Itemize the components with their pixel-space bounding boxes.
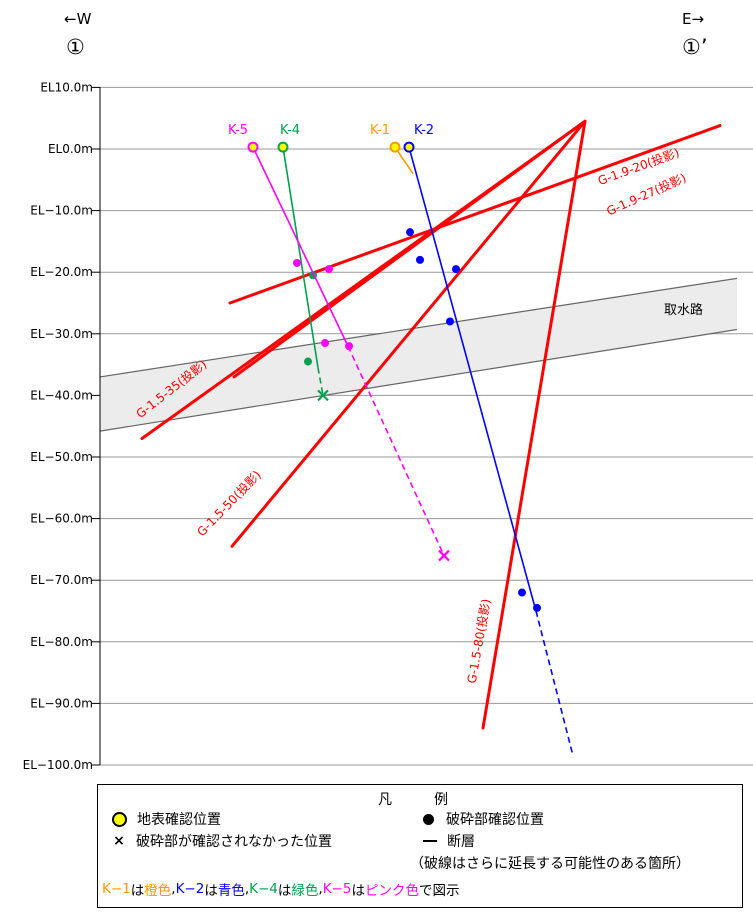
borehole-extension-dashed [347,345,445,556]
fracture-point [293,258,301,267]
caption-part: 青色 [217,883,245,899]
legend-fault-label: 断層 [447,834,475,850]
fault-line [140,119,587,441]
fracture-point [518,588,526,597]
elevation-tick-label: EL10.0m [40,80,93,94]
legend-box: 凡 例 地表確認位置 破砕部確認位置 × 破砕部が確認されなかった位置 断層 （… [97,784,743,908]
borehole-extension-dashed [535,610,574,756]
elevation-tick-label: EL−80.0m [30,635,93,649]
caption-part: K−2 [175,881,205,897]
elevation-tick-label: EL−30.0m [30,327,93,341]
legend-surface-label: 地表確認位置 [137,812,221,828]
no-fracture-cross-icon [317,389,329,402]
fracture-point [304,357,312,366]
boreholes: K-1 K-2 K-4 K-5 [228,123,574,756]
caption-part: で図示 [418,883,460,899]
legend-fault-note: （破線はさらに延長する可能性のある箇所） [410,856,690,872]
waterway-band [100,278,737,432]
surface-point-icon [389,141,401,153]
surface-point-icon [403,141,415,153]
legend-title: 凡 例 [378,792,462,808]
fault-label: G-1.5-80(投影) [464,598,494,685]
yellow-circle-icon [112,811,127,827]
fracture-point [321,339,329,348]
cross-stroke [317,389,329,402]
fracture-point [533,603,541,612]
fracture-point [406,228,414,237]
borehole-line [408,146,537,612]
fracture-point [446,317,454,326]
legend-caption: K−1 は橙色, K−2 は青色, K−4 は緑色, K−5 はピンク色 で図示 [102,879,459,899]
fracture-point [452,265,460,274]
caption-part: , [244,881,250,897]
borehole-label: K-4 [280,123,300,138]
waterway-label: 取水路 [664,302,703,318]
caption-part: は [277,883,292,899]
legend-surface-item: 地表確認位置 [112,809,221,829]
legend-not-found-item: × 破砕部が確認されなかった位置 [112,831,332,851]
caption-part: K−4 [249,881,278,897]
legend-not-found-label: 破砕部が確認されなかった位置 [136,834,332,850]
caption-part: , [318,881,323,897]
caption-part: は [130,883,145,899]
waterway-upper-edge [99,277,738,378]
fracture-point [416,255,424,264]
elevation-tick-label: EL−40.0m [30,388,93,402]
caption-part: は [351,883,365,899]
direction-markers: ←W ① E→ ①’ [64,10,708,59]
fracture-point [325,265,333,274]
surface-point-icon [247,141,259,153]
east-section-mark: ①’ [682,35,708,59]
caption-part: K−1 [102,881,131,897]
fault-label: G-1.5-50(投影) [194,467,264,539]
elevation-tick-label: EL−100.0m [23,758,93,772]
elevation-tick-label: EL−50.0m [30,450,93,464]
cross-stroke [438,549,450,562]
elevation-tick-label: EL−70.0m [30,573,93,587]
fracture-point [345,342,353,351]
no-fracture-cross-icon [438,549,450,562]
caption-part: K−5 [322,881,352,897]
legend-fault-item: 断層 [423,831,475,851]
cross-mark-icon: × [113,833,125,849]
elevation-grid: EL10.0m EL0.0m EL−10.0m EL−20.0m EL−30.0m EL−… [23,80,753,772]
geologic-cross-section: ←W ① E→ ①’ EL10.0m EL0.0m EL−10.0m EL−20.0m… [23,10,753,772]
elevation-tick-label: EL0.0m [48,142,93,156]
west-arrow: ←W [64,10,92,28]
caption-part: ピンク色 [364,883,419,899]
borehole-label: K-1 [370,123,390,138]
caption-part: は [204,883,218,899]
elevation-tick-label: EL−90.0m [30,696,93,710]
east-arrow: E→ [682,10,704,28]
waterway-lower-edge [99,328,738,432]
caption-part: 緑色 [291,883,319,899]
borehole-line [252,146,349,347]
black-dot-icon [423,813,434,825]
intake-waterway: 取水路 [99,277,738,432]
elevation-tick-label: EL−20.0m [30,265,93,279]
caption-part: , [171,881,176,897]
legend-fracture-item: 破砕部確認位置 [423,809,544,829]
west-section-mark: ① [66,35,85,59]
caption-part: 橙色 [144,883,172,899]
surface-point-icon [277,141,289,153]
borehole-label: K-2 [414,123,434,138]
legend-fracture-label: 破砕部確認位置 [446,812,544,828]
fault-line [481,119,587,730]
fault-line-icon [423,840,437,842]
borehole-line [282,147,319,368]
borehole-label: K-5 [228,123,248,138]
borehole-extension-dashed [317,367,324,396]
elevation-tick-label: EL−60.0m [30,512,93,526]
fault-line [230,119,587,548]
elevation-tick-label: EL−10.0m [30,204,93,218]
